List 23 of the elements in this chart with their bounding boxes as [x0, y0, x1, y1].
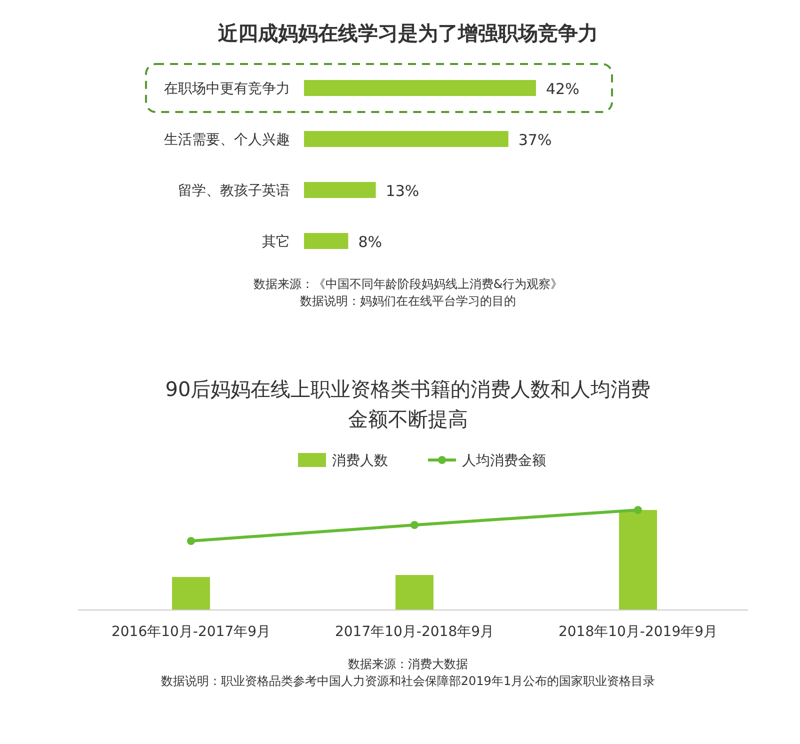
x-tick-label: 2018年10月-2019年9月 [558, 624, 718, 640]
text: 数据说明：职业资格品类参考中国人力资源和社会保障部2019年1月公布的国家职业资格目录 [160, 674, 656, 688]
bar [304, 182, 376, 198]
source-note: 数据来源：消费大数据 [348, 657, 468, 671]
y-tick-label: 生活需要、个人兴趣 [164, 132, 290, 148]
x-tick-label: 2016年10月-2017年9月 [111, 624, 271, 640]
y-tick-label: 留学、教孩子英语 [178, 183, 290, 199]
chart-title: 90后妈妈在线上职业资格类书籍的消费人数和人均消费金额不断提高 [165, 377, 651, 431]
data-label: 37% [518, 131, 552, 149]
y-tick-label: 在职场中更有竞争力 [164, 81, 290, 97]
data-label: 8% [358, 233, 382, 251]
bar [304, 233, 348, 249]
x-tick-label: 2017年10月-2018年9月 [334, 624, 494, 640]
bar [304, 80, 536, 96]
data-label: 42% [546, 80, 580, 98]
data-label: 13% [386, 182, 420, 200]
y-tick-label: 其它 [262, 234, 290, 250]
legend-label: 人均消费金额 [462, 453, 546, 469]
chart-title: 近四成妈妈在线学习是为了增强职场竞争力 [217, 21, 598, 45]
bar [304, 131, 508, 147]
source-note: 数据来源：《中国不同年龄阶段妈妈线上消费&行为观察》 [253, 277, 563, 291]
legend-label: 消费人数 [332, 453, 388, 469]
text: 数据说明：妈妈们在在线平台学习的目的 [300, 294, 516, 308]
